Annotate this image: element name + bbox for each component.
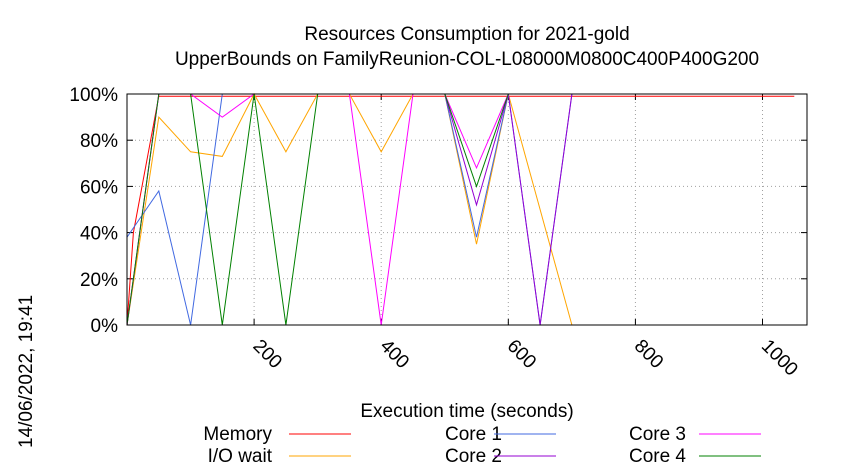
x-tick-label: 800 [630,336,667,373]
x-tick-label: 1000 [757,336,802,381]
series-line-i-o-wait [126,92,573,326]
y-tick-label: 40% [80,224,118,245]
plot-frame [126,93,808,326]
legend-item: I/O wait [208,446,351,467]
x-axis-label: Execution time (seconds) [360,401,573,422]
y-axis-ticks: 0% 20% 40% 60% 80% 100% [69,85,807,337]
legend-label: Memory [203,424,272,445]
legend-item: Memory [203,424,351,445]
series-line-core-3 [126,93,509,326]
y-tick-label: 0% [91,316,119,337]
legend-label: I/O wait [208,446,273,467]
y-tick-label: 60% [80,177,118,198]
chart-subtitle: UpperBounds on FamilyReunion-COL-L08000M… [175,49,759,70]
x-tick-label: 200 [249,336,286,373]
series-line-core-1 [126,93,573,326]
legend-label: Core 3 [629,424,686,445]
legend-item: Core 1 [445,424,556,445]
chart-title: Resources Consumption for 2021-gold [304,24,629,45]
legend-item: Core 2 [445,446,556,467]
series-line-core-2 [126,93,573,326]
legend-item: Core 3 [629,424,761,445]
x-tick-label: 600 [503,336,540,373]
x-tick-label: 400 [376,336,413,373]
timestamp-label: 14/06/2022, 19:41 [16,295,37,448]
legend-label: Core 1 [445,424,502,445]
grid [127,93,807,326]
x-axis-ticks: 200 400 600 800 1000 [249,94,802,380]
legend-label: Core 4 [629,446,686,467]
series-lines [126,92,795,326]
y-tick-label: 20% [80,270,118,291]
legend-label: Core 2 [445,446,502,467]
y-tick-label: 80% [80,131,118,152]
y-tick-label: 100% [69,85,118,106]
legend-item: Core 4 [629,446,761,467]
series-line-core-4 [126,93,509,326]
